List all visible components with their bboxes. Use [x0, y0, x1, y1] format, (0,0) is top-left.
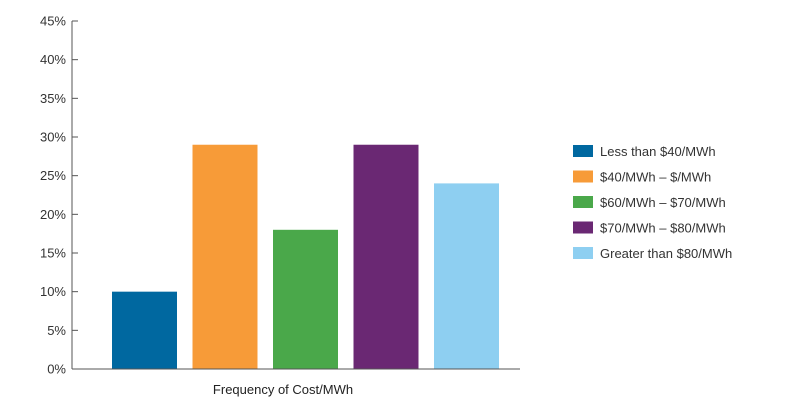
y-tick-label: 15%	[40, 246, 66, 261]
legend-swatch	[573, 196, 593, 208]
y-tick-label: 40%	[40, 52, 66, 67]
y-tick-label: 45%	[40, 14, 66, 29]
legend-swatch	[573, 170, 593, 183]
bar	[273, 229, 338, 369]
y-tick-label: 10%	[40, 284, 66, 299]
legend-label: $60/MWh – $70/MWh	[600, 195, 726, 210]
legend-swatch	[573, 247, 593, 259]
y-tick-label: 30%	[40, 130, 66, 145]
y-axis: 0% 5% 10% 15% 20% 25% 30% 35% 40% 45%	[40, 14, 78, 377]
legend-label: $70/MWh – $80/MWh	[600, 221, 726, 236]
y-tick-label: 5%	[47, 323, 66, 338]
legend-label: $40/MWh – $/MWh	[600, 170, 711, 185]
bars	[112, 144, 499, 369]
y-tick-label: 20%	[40, 207, 66, 222]
y-tick-label: 25%	[40, 168, 66, 183]
y-tick-label: 35%	[40, 91, 66, 106]
legend-label: Less than $40/MWh	[600, 144, 716, 159]
x-axis-label: Frequency of Cost/MWh	[213, 382, 353, 397]
legend-swatch	[573, 145, 593, 157]
bar	[112, 291, 177, 369]
bar	[434, 183, 499, 369]
legend: Less than $40/MWh $40/MWh – $/MWh $60/MWh …	[573, 144, 732, 261]
y-tick-label: 0%	[47, 362, 66, 377]
bar	[353, 144, 419, 369]
legend-swatch	[573, 221, 593, 234]
bar	[192, 144, 258, 369]
legend-label: Greater than $80/MWh	[600, 246, 732, 261]
